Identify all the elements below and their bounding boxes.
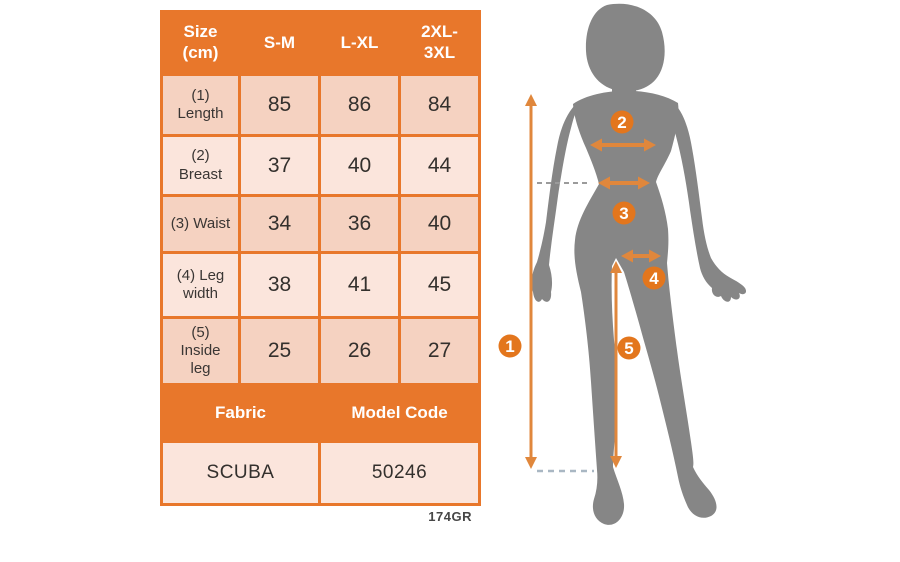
info-header-row: Fabric Model Code xyxy=(160,383,481,443)
waist-arrow xyxy=(598,176,650,190)
row-label: (4) Leg width xyxy=(160,251,241,319)
svg-text:5: 5 xyxy=(624,339,633,358)
table-row-inside-leg: (5) Inside leg 25 26 27 xyxy=(160,316,481,386)
fabric-value: SCUBA xyxy=(160,440,321,506)
fabric-header: Fabric xyxy=(160,383,321,443)
svg-text:3: 3 xyxy=(619,204,628,223)
table-row-breast: (2) Breast 37 40 44 xyxy=(160,134,481,197)
col-header-size: Size (cm) xyxy=(160,10,241,76)
size-value: 38 xyxy=(238,251,321,319)
size-value: 26 xyxy=(318,316,401,386)
col-header-sm: S-M xyxy=(238,10,321,76)
size-value: 41 xyxy=(318,251,401,319)
leg-width-arrow xyxy=(621,249,661,263)
silhouette-head xyxy=(585,3,665,92)
info-value-row: SCUBA 50246 xyxy=(160,440,481,506)
row-label: (3) Waist xyxy=(160,194,241,254)
row-label: (1) Length xyxy=(160,73,241,137)
size-value: 34 xyxy=(238,194,321,254)
marker-1: 1 xyxy=(498,334,522,358)
size-value: 84 xyxy=(398,73,481,137)
breast-arrow xyxy=(590,138,656,152)
size-value: 37 xyxy=(238,134,321,197)
silhouette-left-arm xyxy=(531,104,579,302)
col-header-lxl: L-XL xyxy=(318,10,401,76)
table-header-row: Size (cm) S-M L-XL 2XL- 3XL xyxy=(160,10,481,76)
weight-note: 174GR xyxy=(428,509,472,524)
size-value: 27 xyxy=(398,316,481,386)
size-value: 85 xyxy=(238,73,321,137)
row-label: (5) Inside leg xyxy=(160,316,241,386)
marker-3: 3 xyxy=(612,201,636,225)
svg-text:4: 4 xyxy=(649,269,659,288)
silhouette-right-arm xyxy=(667,104,747,302)
svg-text:1: 1 xyxy=(505,337,514,356)
woman-silhouette xyxy=(531,3,747,525)
table-row-leg-width: (4) Leg width 38 41 45 xyxy=(160,251,481,319)
marker-4: 4 xyxy=(642,266,666,290)
size-value: 36 xyxy=(318,194,401,254)
svg-text:2: 2 xyxy=(617,113,626,132)
length-arrow xyxy=(525,94,537,469)
table-row-waist: (3) Waist 34 36 40 xyxy=(160,194,481,254)
inside-leg-arrow xyxy=(610,261,622,468)
col-header-2xl3xl: 2XL- 3XL xyxy=(398,10,481,76)
size-value: 44 xyxy=(398,134,481,197)
table-row-length: (1) Length 85 86 84 xyxy=(160,73,481,137)
size-value: 40 xyxy=(398,194,481,254)
size-value: 86 xyxy=(318,73,401,137)
size-table: Size (cm) S-M L-XL 2XL- 3XL (1) Length 8… xyxy=(160,10,481,506)
size-value: 40 xyxy=(318,134,401,197)
model-code-header: Model Code xyxy=(318,383,481,443)
row-label: (2) Breast xyxy=(160,134,241,197)
marker-2: 2 xyxy=(610,110,634,134)
size-value: 25 xyxy=(238,316,321,386)
size-value: 45 xyxy=(398,251,481,319)
marker-5: 5 xyxy=(617,336,641,360)
silhouette-torso-legs xyxy=(573,90,717,525)
model-code-value: 50246 xyxy=(318,440,481,506)
